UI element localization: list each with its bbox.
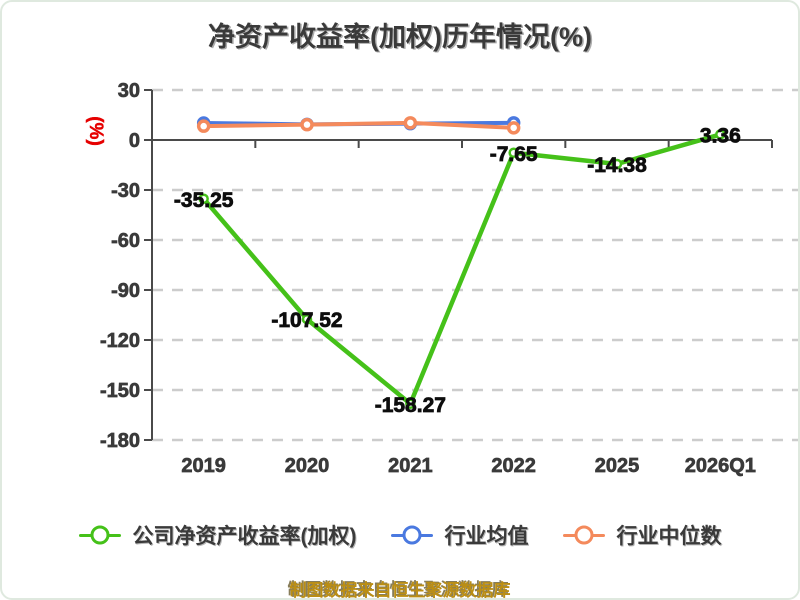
- chart-title: 净资产收益率(加权)历年情况(%): [208, 22, 592, 52]
- data-label: -35.25: [174, 189, 234, 212]
- data-point-series-0[interactable]: [508, 147, 519, 158]
- legend-label-industry-median: 行业中位数: [616, 525, 722, 548]
- legend-label-industry-mean: 行业均值: [444, 525, 529, 548]
- legend-item-industry-median[interactable]: 行业中位数: [562, 520, 722, 550]
- legend-label-company-roe: 公司净资产收益率(加权): [132, 525, 357, 548]
- data-label: 3.36: [700, 124, 741, 147]
- data-point-series-2[interactable]: [196, 119, 211, 133]
- data-point-series-0[interactable]: [715, 129, 726, 140]
- legend-item-company-roe[interactable]: 公司净资产收益率(加权): [78, 520, 357, 550]
- data-label: -107.52: [271, 309, 342, 332]
- series-line-2: [201, 120, 516, 130]
- data-point-series-2[interactable]: [300, 117, 314, 132]
- data-point-series-0[interactable]: [198, 193, 209, 204]
- x-axis-tick-label: 2019: [181, 455, 226, 477]
- industry-mean-marker-icon: [390, 524, 433, 546]
- data-point-series-0[interactable]: [301, 313, 313, 325]
- data-point-series-2[interactable]: [506, 121, 521, 135]
- y-axis-title: (%): [85, 116, 106, 146]
- data-point-series-0[interactable]: [405, 398, 416, 410]
- data-point-series-0[interactable]: [611, 158, 623, 170]
- legend: 公司净资产收益率(加权) 行业均值 行业中位数: [2, 520, 798, 550]
- data-label: -14.38: [587, 154, 647, 177]
- x-axis-tick-label: 2026Q1: [685, 455, 756, 477]
- data-source-note: 制图数据来自恒生聚源数据库: [289, 581, 511, 600]
- roe-line-chart: 30 0 -30 -60 -90 -120 -150 -180 2019 2020 2021 2022…: [85, 80, 798, 477]
- data-point-series-2[interactable]: [403, 116, 418, 130]
- legend-item-industry-mean[interactable]: 行业均值: [390, 520, 529, 550]
- y-axis-tick-label: -90: [111, 280, 140, 302]
- data-label: -158.27: [375, 394, 446, 417]
- series-line-0: [201, 132, 723, 407]
- x-axis-tick-label: 2021: [388, 455, 433, 477]
- company-roe-marker-icon: [78, 524, 121, 546]
- x-axis-tick-label: 2022: [491, 455, 536, 477]
- industry-median-marker-icon: [562, 524, 605, 546]
- x-axis-tick-label: 2020: [285, 455, 330, 477]
- y-axis-tick-label: -60: [111, 230, 140, 252]
- y-axis-tick-label: -120: [100, 330, 140, 352]
- y-axis-tick-label: -30: [111, 180, 140, 202]
- x-axis-tick-label: 2025: [595, 455, 640, 477]
- y-axis-tick-label: -150: [100, 380, 140, 402]
- y-axis-tick-label: 0: [129, 130, 140, 152]
- data-label: -7.65: [490, 143, 538, 166]
- y-axis-tick-label: 30: [118, 80, 140, 102]
- y-axis-tick-label: -180: [100, 430, 140, 452]
